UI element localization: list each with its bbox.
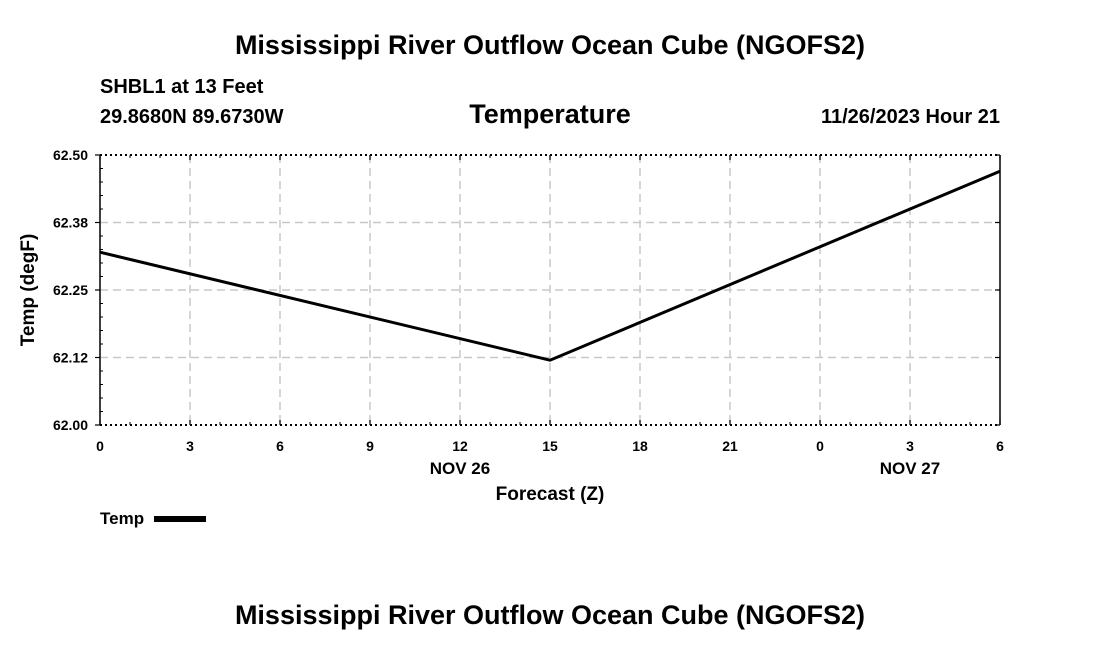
axes-layer <box>95 154 1001 426</box>
x-tick-label: 18 <box>632 438 648 454</box>
labels-layer: 0 3 6 9 12 15 18 21 0 3 6 62.00 62.12 62.25 62.38 62.50… <box>18 147 1004 505</box>
y-axis-label: Temp (degF) <box>18 234 39 347</box>
series-line-temp <box>99 169 1001 362</box>
x-tick-label: 21 <box>722 438 738 454</box>
y-tick-label: 62.25 <box>53 282 88 298</box>
series-layer <box>99 169 1001 362</box>
x-tick-label: 3 <box>186 438 194 454</box>
chart-title: Temperature <box>469 99 631 129</box>
y-tick-label: 62.00 <box>53 417 88 433</box>
x-axis-label: Forecast (Z) <box>496 484 605 505</box>
date-label: NOV 26 <box>430 459 490 478</box>
x-tick-label: 3 <box>906 438 914 454</box>
main-title: Mississippi River Outflow Ocean Cube (NG… <box>234 30 866 60</box>
date-label: NOV 27 <box>880 459 940 478</box>
x-tick-label: 15 <box>542 438 558 454</box>
x-tick-label: 12 <box>452 438 468 454</box>
x-tick-label: 6 <box>276 438 284 454</box>
legend-swatch <box>154 516 207 522</box>
station-coordinates: 29.8680N 89.6730W <box>100 106 284 128</box>
x-tick-label: 9 <box>366 438 374 454</box>
y-tick-label: 62.38 <box>53 215 88 231</box>
legend: Temp <box>100 509 207 529</box>
station-label: SHBL1 at 13 Feet <box>100 76 264 98</box>
footer-title: Mississippi River Outflow Ocean Cube (NG… <box>234 600 866 630</box>
x-tick-label: 6 <box>996 438 1004 454</box>
y-tick-label: 62.50 <box>53 147 88 163</box>
y-tick-label: 62.12 <box>53 350 88 366</box>
x-tick-label: 0 <box>816 438 824 454</box>
legend-label: Temp <box>100 509 145 528</box>
x-tick-label: 0 <box>96 438 104 454</box>
forecast-datetime: 11/26/2023 Hour 21 <box>820 106 1000 128</box>
grid-layer <box>100 155 1000 425</box>
